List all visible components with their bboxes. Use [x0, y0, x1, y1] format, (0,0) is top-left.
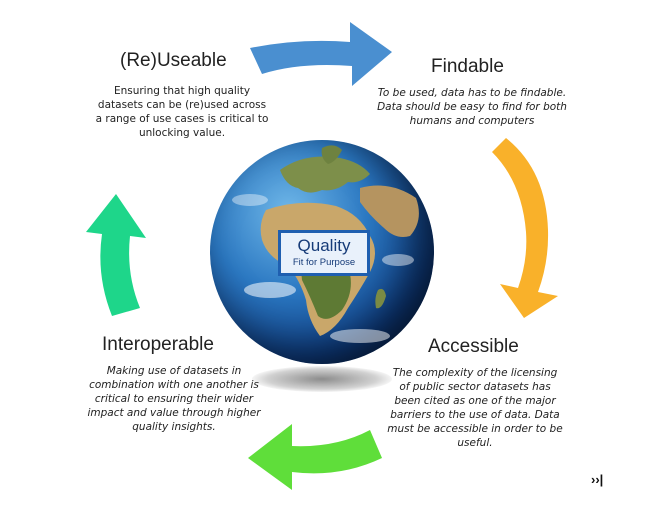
findable-desc-line: To be used, data has to be findable. [377, 87, 567, 99]
interoperable-desc-line: critical to ensuring their wider [94, 393, 254, 405]
reuseable-desc-line: datasets can be (re)used across [97, 99, 267, 111]
accessible-desc-line: been cited as one of the major [394, 395, 556, 407]
accessible-desc-line: of public sector datasets has [399, 381, 551, 393]
interoperable-desc-line: Making use of datasets in [106, 365, 242, 377]
interoperable-desc-line: impact and value through higher [87, 407, 261, 419]
findable-desc-line: Data should be easy to find for both [377, 101, 567, 113]
interoperable-description: Making use of datasets in combination wi… [86, 364, 262, 434]
accessible-description: The complexity of the licensing of publi… [386, 366, 564, 450]
reuseable-desc-line: unlocking value. [138, 127, 226, 139]
accessible-title: Accessible [428, 336, 519, 357]
reuseable-desc-line: Ensuring that high quality [113, 85, 251, 97]
accessible-desc-line: useful. [457, 437, 493, 449]
quality-box: Quality Fit for Purpose [278, 230, 370, 276]
accessible-desc-line: barriers to the use of data. Data [390, 409, 560, 421]
globe-shadow [252, 366, 392, 392]
findable-title: Findable [431, 56, 504, 77]
interoperable-desc-line: combination with one another is [89, 379, 259, 391]
findable-desc-line: humans and computers [409, 115, 535, 127]
interoperable-title: Interoperable [102, 334, 214, 355]
accessible-desc-line: must be accessible in order to be [387, 423, 563, 435]
text-cursor-glyph: ››| [591, 472, 604, 487]
quality-title: Quality [297, 236, 351, 255]
reuseable-desc-line: a range of use cases is critical to [95, 113, 269, 125]
arrow-accessible-to-interoperable [248, 424, 382, 490]
reuseable-description: Ensuring that high quality datasets can … [92, 84, 272, 140]
arrow-interoperable-to-reuseable [86, 194, 146, 316]
findable-description: To be used, data has to be findable. Dat… [374, 86, 570, 128]
quality-subtitle: Fit for Purpose [292, 257, 356, 268]
interoperable-desc-line: quality insights. [132, 421, 216, 433]
accessible-desc-line: The complexity of the licensing [392, 367, 558, 379]
arrow-reuseable-to-findable [250, 22, 392, 86]
reuseable-title: (Re)Useable [120, 50, 227, 71]
arrow-findable-to-accessible [492, 138, 558, 318]
